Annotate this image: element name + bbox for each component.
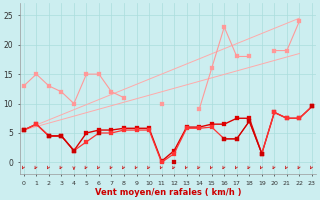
X-axis label: Vent moyen/en rafales ( km/h ): Vent moyen/en rafales ( km/h ) (95, 188, 241, 197)
